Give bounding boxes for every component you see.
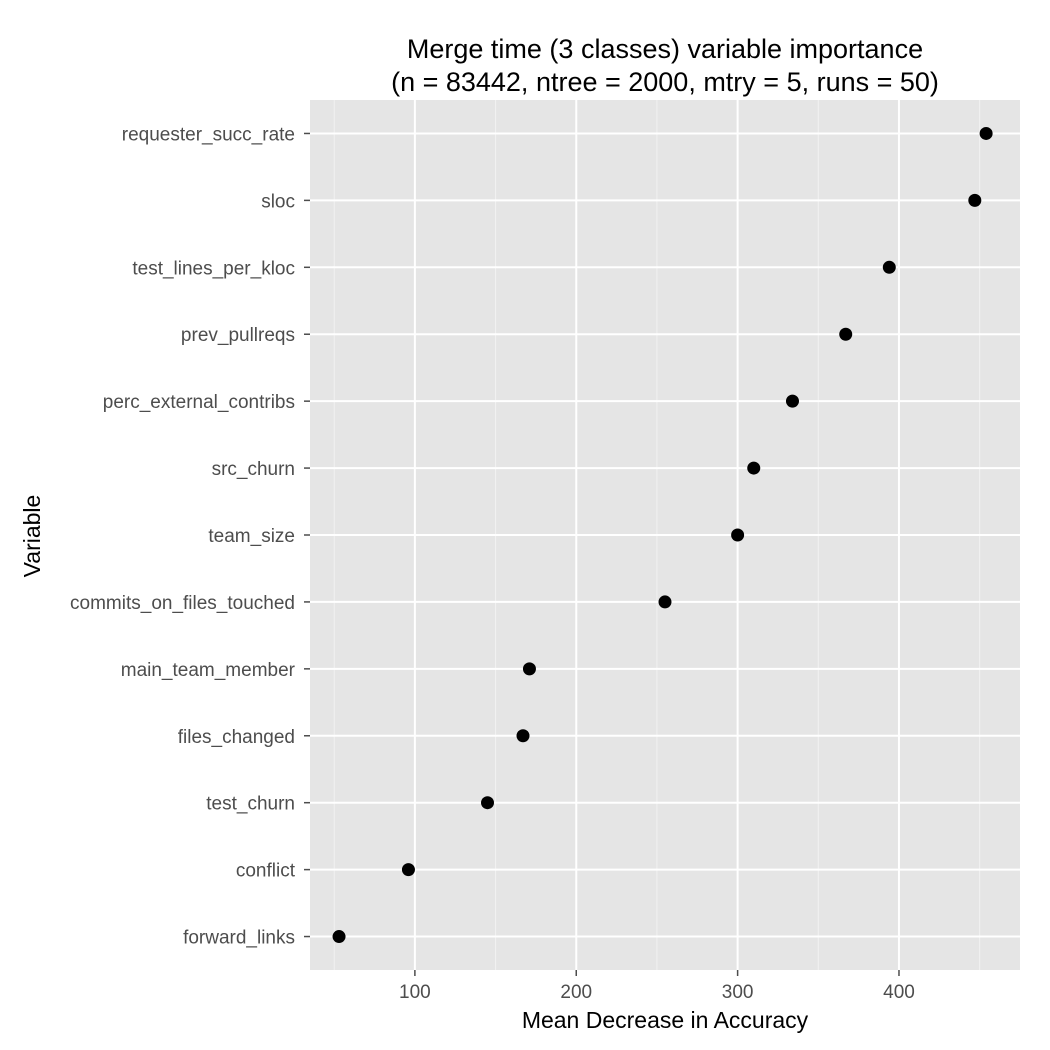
x-tick-label: 100 [399, 982, 431, 1003]
y-tick-label: sloc [261, 191, 295, 212]
y-tick-label: main_team_member [121, 660, 296, 681]
data-point-forward-links [332, 930, 346, 944]
data-point-requester-succ-rate [979, 126, 993, 140]
x-tick-label: 200 [560, 982, 592, 1003]
data-point-main-team-member [522, 662, 536, 676]
chart-title-line2: (n = 83442, ntree = 2000, mtry = 5, runs… [391, 67, 939, 97]
data-point-prev-pullreqs [839, 327, 853, 341]
data-point-conflict [401, 863, 415, 877]
x-axis: 100 200 300 400 [399, 970, 915, 1003]
chart-title-line1: Merge time (3 classes) variable importan… [407, 34, 923, 64]
y-tick-label: requester_succ_rate [122, 124, 295, 145]
data-point-src-churn [747, 461, 761, 475]
data-points [332, 126, 993, 944]
data-point-test-churn [481, 796, 494, 810]
data-point-team-size [731, 528, 745, 542]
x-tick-label: 300 [722, 982, 754, 1003]
y-axis-title: Variable [19, 495, 45, 578]
y-tick-label: forward_links [183, 928, 295, 949]
y-tick-label: prev_pullreqs [181, 325, 295, 346]
y-tick-label: src_churn [212, 459, 295, 480]
y-tick-label: conflict [236, 861, 296, 882]
data-point-test-lines-per-kloc [882, 260, 896, 274]
x-tick-label: 400 [883, 982, 915, 1003]
y-tick-label: test_lines_per_kloc [132, 258, 295, 279]
data-point-files-changed [516, 729, 530, 743]
y-tick-label: perc_external_contribs [103, 392, 295, 413]
y-tick-label: team_size [208, 526, 295, 547]
x-axis-title: Mean Decrease in Accuracy [522, 1007, 809, 1033]
y-tick-label: test_churn [206, 794, 295, 815]
data-point-commits-on-files-touched [658, 595, 672, 609]
y-tick-label: commits_on_files_touched [70, 593, 295, 614]
y-tick-label: files_changed [178, 727, 295, 748]
grid-major [310, 100, 1020, 970]
data-point-sloc [968, 193, 982, 207]
data-point-perc-external-contribs [785, 394, 799, 408]
